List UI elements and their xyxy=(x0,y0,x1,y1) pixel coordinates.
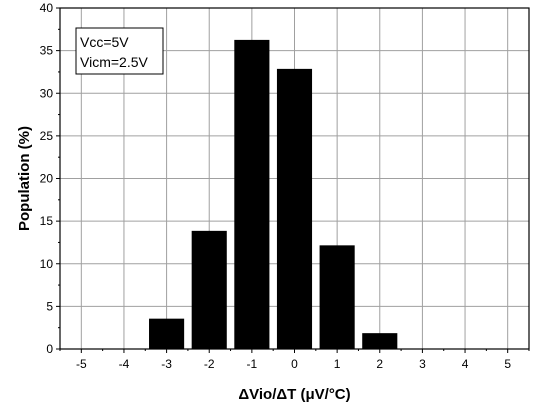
y-tick-label: 5 xyxy=(46,299,53,313)
x-tick-label: 5 xyxy=(504,357,511,371)
x-tick-label: -5 xyxy=(76,357,87,371)
y-tick-label: 10 xyxy=(40,257,54,271)
bar xyxy=(149,318,185,350)
annotation-line: Vicm=2.5V xyxy=(80,54,148,70)
bar xyxy=(276,68,313,350)
y-tick-label: 20 xyxy=(40,172,54,186)
x-tick-label: 1 xyxy=(334,357,341,371)
x-tick-label: 2 xyxy=(376,357,383,371)
bar xyxy=(319,245,355,350)
x-axis-ticks: -5 -4 -3 -2 -1 0 1 2 3 4 5 xyxy=(59,349,530,371)
annotation-box: Vcc=5V Vicm=2.5V xyxy=(75,27,164,75)
bar xyxy=(234,39,270,350)
x-tick-label: 4 xyxy=(462,357,469,371)
annotation-line: Vcc=5V xyxy=(80,34,129,50)
x-tick-label: -4 xyxy=(119,357,130,371)
y-tick-label: 0 xyxy=(46,342,53,356)
y-axis-ticks: 0 5 10 15 20 25 30 35 40 xyxy=(40,1,60,356)
x-tick-label: 3 xyxy=(419,357,426,371)
y-tick-label: 25 xyxy=(40,129,54,143)
x-tick-label: -1 xyxy=(247,357,258,371)
y-tick-label: 15 xyxy=(40,214,54,228)
y-tick-label: 35 xyxy=(40,44,54,58)
x-tick-label: -2 xyxy=(204,357,215,371)
y-tick-label: 30 xyxy=(40,86,54,100)
y-tick-label: 40 xyxy=(40,1,54,15)
bars xyxy=(149,39,398,350)
y-axis-label: Population (%) xyxy=(16,126,33,231)
x-tick-label: 0 xyxy=(291,357,298,371)
x-tick-label: -3 xyxy=(161,357,172,371)
x-axis-label: ΔVio/ΔT (μV/°C) xyxy=(238,386,350,403)
bar xyxy=(191,230,227,350)
bar xyxy=(362,333,398,350)
